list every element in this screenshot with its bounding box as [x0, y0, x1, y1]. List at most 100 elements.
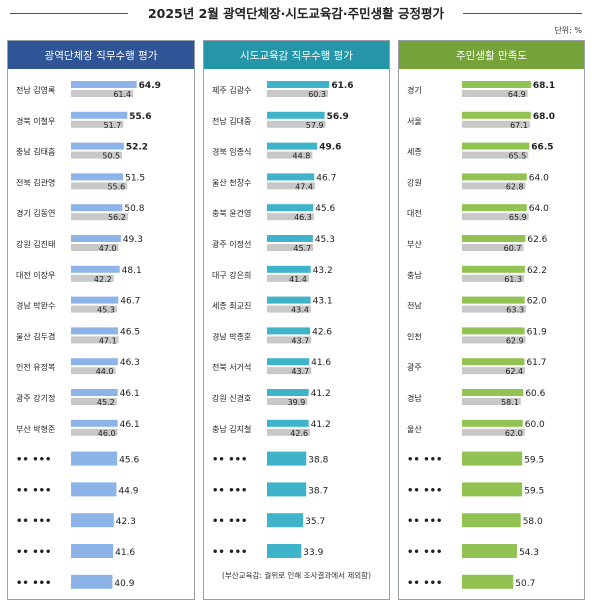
- resident-current-bar: [462, 265, 525, 273]
- resident-category-label: 서울: [407, 117, 422, 126]
- superintendent-current-value-label: 43.2: [313, 266, 333, 276]
- superintendent-category-label: 울산 천창수: [212, 177, 251, 187]
- governor-category-label: 충남 김태흠: [16, 147, 55, 157]
- governor-previous-bar: [71, 120, 124, 128]
- superintendent-previous-bar: [267, 182, 315, 190]
- resident-previous-value-label: 58.1: [501, 398, 519, 407]
- governor-current-value-label: 51.5: [125, 173, 145, 183]
- chart-title-area: 2025년 2월 광역단체장·시도교육감·주민생활 긍정평가: [0, 0, 592, 26]
- superintendent-current-value-label: 42.6: [312, 327, 332, 337]
- governor-value-label: 41.6: [115, 548, 135, 558]
- governor-current-value-label: 50.8: [124, 204, 144, 214]
- resident-current-value-label: 64.0: [529, 173, 549, 183]
- resident-previous-bar: [462, 336, 526, 344]
- governor-category-label: 경북 이철우: [16, 116, 55, 126]
- superintendent-category-label: 경남 박종훈: [212, 331, 251, 341]
- superintendent-current-value-label: 41.2: [311, 389, 331, 399]
- governor-previous-bar: [71, 367, 116, 375]
- superintendent-category-label: 세종 최교진: [212, 301, 251, 311]
- superintendent-previous-value-label: 43.4: [291, 306, 309, 315]
- resident-previous-bar: [462, 120, 530, 128]
- superintendent-current-value-label: 41.2: [311, 420, 331, 430]
- governor-current-bar: [71, 111, 128, 119]
- governor-previous-bar: [71, 305, 117, 313]
- superintendent-category-label: 제주 김광수: [212, 85, 251, 95]
- superintendent-previous-bar: [267, 428, 311, 436]
- governor-previous-bar: [71, 336, 119, 344]
- superintendent-current-bar: [267, 296, 311, 304]
- resident-current-bar: [462, 358, 525, 366]
- superintendent-category-label: 경북 임종식: [212, 147, 251, 157]
- superintendent-bar: [267, 513, 304, 528]
- governor-bar: [71, 574, 113, 589]
- governor-current-bar: [71, 327, 119, 335]
- superintendent-value-label: 38.7: [308, 486, 328, 496]
- resident-value-label: 58.0: [523, 517, 543, 527]
- resident-current-value-label: 62.6: [527, 235, 547, 245]
- superintendent-note: (부산교육감: 궐위로 인해 조사결과에서 제외함): [221, 571, 371, 580]
- governor-category-label: 광주 강기정: [16, 393, 55, 403]
- resident-current-value-label: 61.7: [526, 358, 546, 368]
- governor-current-bar: [71, 204, 123, 212]
- governor-current-bar: [71, 173, 124, 181]
- superintendent-value-label: 35.7: [305, 517, 325, 527]
- governor-category-label: •• •••: [16, 516, 51, 527]
- resident-previous-bar: [462, 274, 525, 282]
- superintendent-category-label: •• •••: [212, 547, 247, 558]
- resident-category-label: •• •••: [407, 547, 442, 558]
- resident-previous-bar: [462, 305, 527, 313]
- governor-previous-value-label: 51.7: [104, 121, 122, 130]
- resident-category-label: 충남: [407, 271, 422, 280]
- resident-current-bar: [462, 389, 524, 396]
- resident-value-label: 59.5: [524, 486, 544, 496]
- governor-current-value-label: 46.5: [120, 327, 140, 337]
- superintendent-bar-chart: 제주 김광수 61.6 60.3 전남 김대중 56.957.9 경북 임종식 49.6 44…: [212, 81, 354, 558]
- superintendent-previous-bar: [267, 305, 311, 313]
- resident-previous-value-label: 60.7: [504, 244, 522, 253]
- superintendent-previous-value-label: 43.7: [291, 367, 309, 376]
- resident-previous-bar: [462, 182, 526, 190]
- superintendent-previous-bar: [267, 90, 329, 97]
- governor-current-bar: [71, 419, 118, 427]
- resident-bar: [462, 482, 523, 497]
- resident-current-value-label: 61.9: [527, 327, 547, 337]
- superintendent-previous-value-label: 46.3: [294, 213, 312, 222]
- superintendent-category-label: •• •••: [212, 455, 247, 466]
- resident-current-value-label: 68.0: [533, 112, 555, 122]
- resident-current-bar: [462, 235, 526, 242]
- resident-bar: [462, 451, 523, 466]
- superintendent-current-bar: [267, 111, 325, 119]
- governor-previous-bar: [71, 274, 114, 282]
- governor-category-label: 대전 이장우: [16, 270, 55, 280]
- governor-current-bar: [71, 389, 118, 396]
- governor-previous-bar: [71, 244, 119, 251]
- superintendent-current-bar: [267, 419, 309, 427]
- resident-value-label: 59.5: [524, 456, 544, 466]
- governor-current-value-label: 64.9: [139, 81, 161, 91]
- resident-category-label: 인천: [407, 331, 422, 341]
- resident-current-value-label: 64.0: [529, 204, 549, 214]
- superintendent-category-label: 전북 서거석: [212, 362, 251, 372]
- superintendent-current-value-label: 61.6: [331, 81, 353, 91]
- superintendent-category-label: 대구 강은희: [212, 270, 251, 280]
- resident-current-bar: [462, 204, 527, 212]
- governor-category-label: •• •••: [16, 547, 51, 558]
- governor-previous-value-label: 61.4: [113, 90, 131, 99]
- superintendent-current-bar: [267, 173, 315, 181]
- governor-category-label: 경기 김동연: [16, 208, 55, 218]
- superintendent-previous-value-label: 45.7: [293, 244, 311, 253]
- superintendent-current-bar: [267, 81, 330, 88]
- resident-previous-bar: [462, 213, 529, 221]
- resident-bar: [462, 513, 521, 528]
- superintendent-bar: [267, 482, 307, 497]
- superintendent-previous-bar: [267, 367, 312, 375]
- resident-current-value-label: 62.2: [527, 266, 547, 276]
- superintendent-current-bar: [267, 358, 310, 366]
- governor-bar: [71, 544, 114, 558]
- governor-previous-value-label: 45.3: [97, 306, 115, 315]
- resident-previous-value-label: 61.3: [504, 275, 522, 284]
- resident-previous-value-label: 65.9: [509, 213, 527, 222]
- superintendent-category-label: •• •••: [212, 485, 247, 496]
- resident-category-label: 경남: [407, 393, 422, 403]
- resident-current-bar: [462, 142, 530, 150]
